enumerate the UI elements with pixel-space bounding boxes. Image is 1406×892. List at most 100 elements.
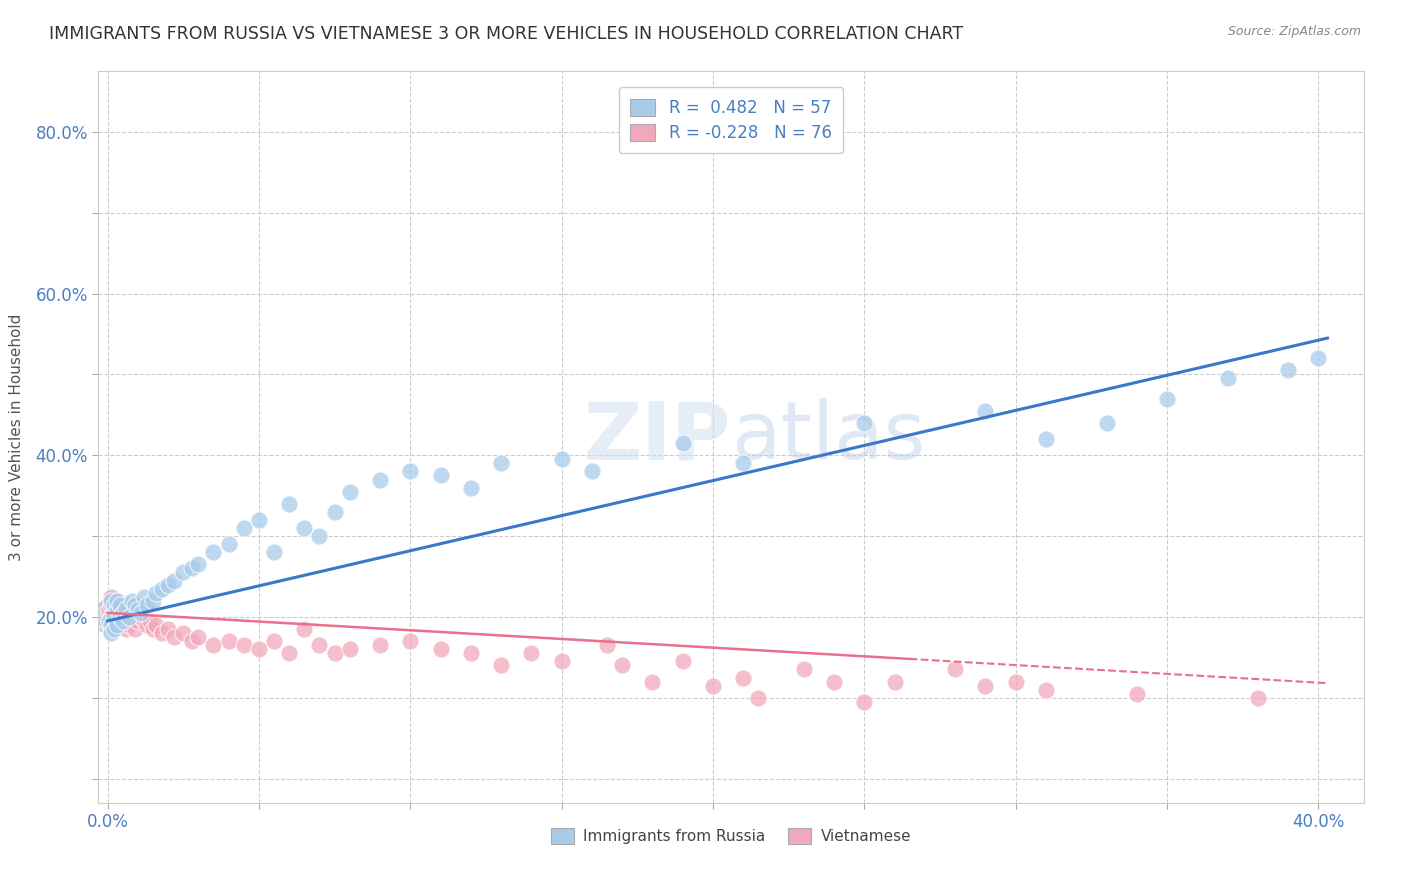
Point — [135, 618, 157, 632]
Point — [672, 654, 695, 668]
Point — [263, 634, 285, 648]
Point — [1308, 351, 1330, 366]
Point — [98, 614, 121, 628]
Point — [1035, 682, 1057, 697]
Point — [103, 622, 125, 636]
Point — [111, 614, 134, 628]
Point — [181, 634, 204, 648]
Point — [124, 622, 146, 636]
Point — [610, 658, 633, 673]
Point — [103, 614, 125, 628]
Point — [520, 646, 543, 660]
Point — [114, 602, 136, 616]
Point — [129, 606, 152, 620]
Point — [145, 618, 167, 632]
Point — [163, 630, 186, 644]
Point — [974, 679, 997, 693]
Point — [460, 481, 482, 495]
Point — [105, 606, 128, 620]
Point — [1004, 674, 1026, 689]
Point — [100, 626, 122, 640]
Text: IMMIGRANTS FROM RUSSIA VS VIETNAMESE 3 OR MORE VEHICLES IN HOUSEHOLD CORRELATION: IMMIGRANTS FROM RUSSIA VS VIETNAMESE 3 O… — [49, 25, 963, 43]
Point — [108, 598, 131, 612]
Point — [181, 561, 204, 575]
Point — [127, 614, 149, 628]
Point — [1216, 371, 1239, 385]
Point — [111, 606, 134, 620]
Point — [108, 614, 131, 628]
Legend: Immigrants from Russia, Vietnamese: Immigrants from Russia, Vietnamese — [546, 822, 917, 850]
Point — [596, 638, 619, 652]
Point — [100, 593, 122, 607]
Point — [581, 465, 603, 479]
Point — [793, 662, 815, 676]
Point — [943, 662, 966, 676]
Point — [399, 465, 422, 479]
Point — [1126, 687, 1149, 701]
Point — [278, 497, 301, 511]
Point — [142, 593, 165, 607]
Point — [1277, 363, 1299, 377]
Point — [105, 593, 128, 607]
Point — [118, 606, 141, 620]
Text: Source: ZipAtlas.com: Source: ZipAtlas.com — [1227, 25, 1361, 38]
Point — [172, 566, 194, 580]
Point — [218, 537, 240, 551]
Point — [460, 646, 482, 660]
Point — [853, 416, 876, 430]
Point — [103, 606, 125, 620]
Point — [308, 638, 330, 652]
Point — [339, 642, 361, 657]
Point — [105, 618, 128, 632]
Point — [127, 602, 149, 616]
Text: ZIP: ZIP — [583, 398, 731, 476]
Point — [1035, 432, 1057, 446]
Y-axis label: 3 or more Vehicles in Household: 3 or more Vehicles in Household — [10, 313, 24, 561]
Point — [129, 610, 152, 624]
Point — [187, 558, 209, 572]
Point — [172, 626, 194, 640]
Point — [368, 473, 391, 487]
Point — [100, 610, 122, 624]
Point — [157, 577, 180, 591]
Point — [150, 626, 173, 640]
Point — [232, 521, 254, 535]
Point — [111, 606, 134, 620]
Point — [100, 598, 122, 612]
Point — [127, 602, 149, 616]
Point — [135, 598, 157, 612]
Point — [114, 602, 136, 616]
Point — [489, 658, 512, 673]
Point — [853, 695, 876, 709]
Point — [111, 618, 134, 632]
Point — [132, 614, 155, 628]
Point — [145, 585, 167, 599]
Point — [108, 610, 131, 624]
Point — [105, 593, 128, 607]
Point — [218, 634, 240, 648]
Point — [263, 545, 285, 559]
Point — [232, 638, 254, 652]
Point — [550, 452, 572, 467]
Point — [202, 545, 225, 559]
Point — [1247, 690, 1270, 705]
Point — [672, 436, 695, 450]
Point — [339, 484, 361, 499]
Point — [105, 602, 128, 616]
Point — [124, 606, 146, 620]
Point — [103, 598, 125, 612]
Point — [118, 618, 141, 632]
Point — [747, 690, 769, 705]
Point — [323, 646, 346, 660]
Point — [202, 638, 225, 652]
Point — [121, 610, 143, 624]
Point — [308, 529, 330, 543]
Point — [702, 679, 724, 693]
Point — [641, 674, 664, 689]
Point — [733, 671, 755, 685]
Point — [124, 598, 146, 612]
Point — [368, 638, 391, 652]
Point — [278, 646, 301, 660]
Point — [100, 618, 122, 632]
Point — [247, 513, 270, 527]
